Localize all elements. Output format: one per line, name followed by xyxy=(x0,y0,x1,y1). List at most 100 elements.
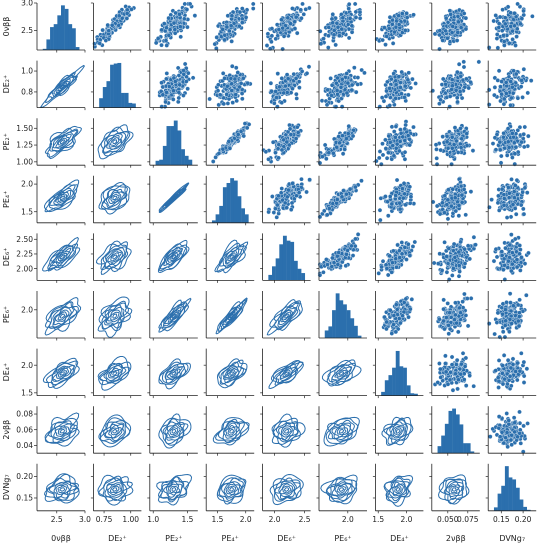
scatter-point xyxy=(507,40,512,46)
histogram-bar xyxy=(42,48,47,50)
scatter-point xyxy=(295,130,301,135)
panel-1-7 xyxy=(429,59,482,111)
scatter-point xyxy=(510,261,515,267)
scatter-point xyxy=(303,7,309,12)
scatter-point xyxy=(294,30,300,36)
scatter-point xyxy=(499,249,505,254)
scatter-point xyxy=(463,26,469,32)
scatter-point xyxy=(398,320,403,326)
scatter-point xyxy=(437,211,443,217)
scatter-point xyxy=(450,273,455,278)
scatter-point xyxy=(519,139,524,145)
scatter-point xyxy=(329,264,335,269)
scatter-point xyxy=(334,20,340,26)
scatter-point xyxy=(229,63,235,69)
scatter-point xyxy=(224,92,229,97)
scatter-point xyxy=(280,197,285,203)
scatter-point xyxy=(227,146,233,151)
scatter-point xyxy=(222,32,228,38)
scatter-point xyxy=(275,71,281,76)
y-tick-label: 1.5 xyxy=(21,207,33,216)
panel-2-3 xyxy=(203,118,255,168)
scatter-point xyxy=(499,79,504,84)
scatter-point xyxy=(321,270,326,275)
scatter-point xyxy=(456,19,461,25)
scatter-point xyxy=(489,197,494,202)
panel-4-4 xyxy=(260,233,311,283)
scatter-point xyxy=(406,242,411,247)
histogram-bar xyxy=(282,235,287,281)
histogram-bar xyxy=(324,330,329,338)
scatter-point xyxy=(233,92,239,97)
scatter-point xyxy=(470,148,476,153)
scatter-point xyxy=(519,255,524,260)
scatter-point xyxy=(445,216,451,222)
scatter-point xyxy=(404,257,409,262)
panel-1-8 xyxy=(485,60,537,111)
scatter-point xyxy=(406,92,411,98)
panel-4-7 xyxy=(429,233,480,283)
scatter-point xyxy=(505,4,511,10)
scatter-point xyxy=(444,139,450,145)
scatter-point xyxy=(359,178,364,184)
scatter-point xyxy=(456,213,462,219)
scatter-point xyxy=(402,149,408,155)
scatter-point xyxy=(413,81,418,86)
scatter-point xyxy=(281,33,287,39)
scatter-point xyxy=(229,81,234,87)
scatter-point xyxy=(339,104,345,109)
panel-5-0: 2.0 xyxy=(21,291,86,341)
scatter-point xyxy=(339,26,345,32)
scatter-point xyxy=(496,25,502,30)
scatter-point xyxy=(217,92,223,98)
scatter-point xyxy=(278,190,284,196)
scatter-point xyxy=(492,92,497,98)
scatter-point xyxy=(434,203,440,209)
scatter-point xyxy=(526,250,531,256)
scatter-point xyxy=(279,147,285,153)
scatter-point xyxy=(497,14,503,20)
panel-5-7 xyxy=(429,291,480,341)
scatter-point xyxy=(379,264,384,270)
scatter-point xyxy=(225,101,231,106)
panel-5-3 xyxy=(203,291,255,341)
scatter-point xyxy=(393,124,399,129)
scatter-point xyxy=(526,133,531,139)
scatter-point xyxy=(456,203,462,208)
scatter-point xyxy=(225,13,231,19)
scatter-point xyxy=(390,21,395,27)
scatter-point xyxy=(386,133,392,139)
panel-3-8 xyxy=(485,175,537,226)
scatter-point xyxy=(496,68,502,74)
y-tick-label: 3.0 xyxy=(21,0,33,8)
scatter-point xyxy=(330,20,336,26)
scatter-point xyxy=(407,142,412,148)
y-tick-label: 1.50 xyxy=(16,124,33,133)
scatter-point xyxy=(298,7,304,13)
scatter-point xyxy=(502,145,508,151)
scatter-point xyxy=(392,29,397,35)
histogram-bar xyxy=(226,182,231,223)
scatter-point xyxy=(306,64,312,70)
scatter-point xyxy=(512,236,518,242)
scatter-point xyxy=(391,322,396,327)
scatter-point xyxy=(394,177,400,183)
scatter-point xyxy=(329,16,335,22)
scatter-point xyxy=(350,253,356,258)
scatter-point xyxy=(97,41,103,46)
scatter-point xyxy=(389,331,395,336)
scatter-point xyxy=(276,142,282,147)
scatter-point xyxy=(494,32,500,37)
scatter-point xyxy=(402,138,408,143)
scatter-point xyxy=(462,291,467,297)
scatter-point xyxy=(324,212,330,218)
scatter-point xyxy=(229,39,234,44)
scatter-point xyxy=(437,101,442,106)
scatter-point xyxy=(228,23,234,29)
scatter-point xyxy=(498,84,503,89)
scatter-point xyxy=(336,134,342,139)
scatter-point xyxy=(505,265,511,270)
scatter-point xyxy=(295,124,300,130)
scatter-point xyxy=(335,197,340,202)
scatter-point xyxy=(447,104,452,109)
